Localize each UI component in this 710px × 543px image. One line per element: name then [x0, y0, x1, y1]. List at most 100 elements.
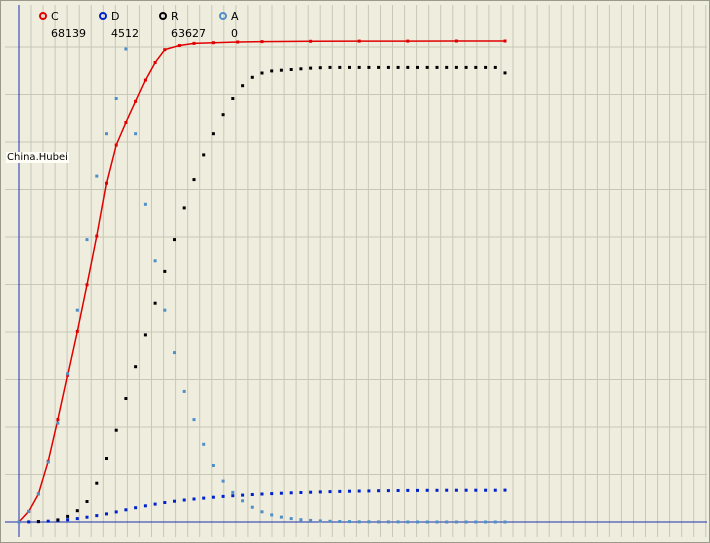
data-point [454, 39, 458, 43]
data-point [134, 506, 138, 510]
data-point [357, 65, 361, 69]
data-point [493, 520, 497, 524]
legend-label: A [231, 10, 239, 23]
data-point [309, 66, 313, 70]
data-point [435, 488, 439, 492]
data-point [114, 143, 118, 147]
legend-item-C[interactable]: C 68139 [39, 10, 86, 40]
data-point [474, 520, 478, 524]
region-label: China.Hubei [6, 152, 69, 163]
data-point [46, 460, 50, 464]
data-point [309, 518, 313, 522]
data-point [386, 489, 390, 493]
data-point [357, 489, 361, 493]
data-point [425, 65, 429, 69]
data-point [289, 517, 293, 521]
data-point [153, 259, 157, 263]
data-point [270, 492, 274, 496]
data-point [182, 389, 186, 393]
data-point [192, 497, 196, 501]
data-point [95, 514, 99, 518]
series-D [17, 488, 507, 524]
data-point [173, 499, 176, 503]
data-point [143, 333, 147, 337]
data-point [425, 488, 429, 492]
data-point [270, 513, 274, 517]
data-point [484, 65, 488, 69]
data-point [289, 68, 293, 71]
data-point [503, 488, 507, 492]
data-point [17, 520, 21, 524]
data-point [260, 40, 264, 44]
legend-item-R[interactable]: R 63627 [159, 10, 206, 40]
series-line-C [18, 40, 505, 523]
data-point [318, 519, 322, 523]
data-point [66, 514, 70, 518]
data-point [279, 515, 283, 519]
data-point [241, 493, 245, 497]
data-point [105, 132, 108, 136]
data-point [95, 234, 99, 238]
data-point [124, 397, 128, 400]
data-point [454, 520, 458, 524]
data-point [85, 515, 89, 519]
data-point [192, 418, 196, 422]
data-point [211, 464, 215, 467]
data-point [192, 178, 196, 182]
data-point [56, 418, 60, 422]
data-point [445, 488, 449, 492]
legend-value: 0 [231, 27, 238, 40]
data-point [299, 67, 303, 71]
legend-value: 63627 [171, 27, 206, 40]
data-point [367, 489, 371, 493]
data-point [503, 520, 507, 524]
data-point [105, 512, 108, 516]
data-point [377, 520, 381, 524]
data-point [153, 61, 157, 64]
data-point [134, 365, 138, 369]
data-point [493, 488, 497, 492]
legend-item-A[interactable]: A0 [219, 10, 239, 40]
series-R [17, 65, 507, 524]
data-point [474, 65, 478, 69]
legend-item-D[interactable]: D 4512 [99, 10, 139, 40]
data-point [124, 508, 128, 512]
data-point [386, 520, 390, 524]
data-point [425, 520, 429, 524]
legend-value: 68139 [51, 27, 86, 40]
data-point [66, 372, 70, 376]
data-point [27, 509, 31, 513]
data-point [454, 65, 458, 69]
data-point [250, 75, 254, 79]
data-point [177, 44, 181, 47]
data-point [250, 493, 254, 496]
data-point [182, 498, 186, 502]
data-point [309, 490, 313, 494]
data-point [289, 491, 293, 495]
data-point [435, 520, 439, 524]
data-point [143, 202, 147, 206]
data-point [503, 71, 507, 75]
legend-value: 4512 [111, 27, 139, 40]
data-point [474, 488, 478, 492]
data-point [260, 71, 264, 75]
legend-marker [39, 12, 47, 20]
data-point [211, 495, 215, 499]
data-point [367, 520, 371, 524]
data-point [85, 500, 89, 503]
data-point [338, 489, 342, 493]
data-point [236, 40, 240, 44]
data-point [124, 121, 128, 124]
data-point [153, 502, 157, 506]
data-point [328, 65, 332, 69]
data-point [231, 97, 235, 100]
data-point [279, 68, 283, 72]
data-point [221, 479, 225, 483]
legend-label: C [51, 10, 59, 23]
data-point [163, 501, 167, 504]
data-point [377, 65, 381, 69]
data-point [36, 520, 40, 524]
data-point [56, 421, 60, 425]
